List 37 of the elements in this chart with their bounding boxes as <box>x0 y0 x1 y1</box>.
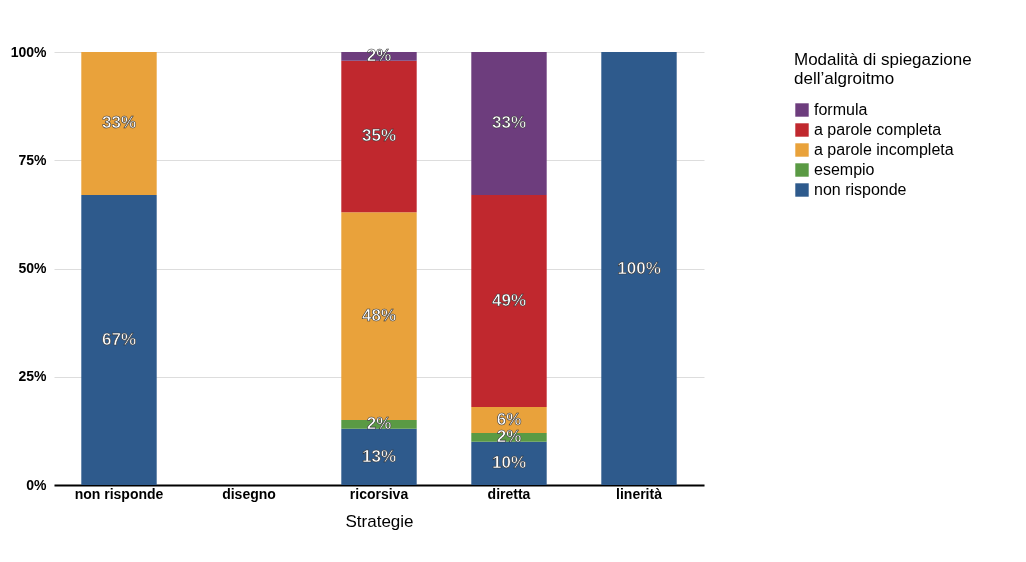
data-label: 35% <box>361 126 397 146</box>
legend-label: a parole completa <box>814 121 942 138</box>
data-label: 48% <box>361 306 397 326</box>
bar <box>601 52 677 485</box>
y-tick-label: 75% <box>18 151 48 168</box>
bar <box>471 52 547 195</box>
data-label: 33% <box>101 113 137 133</box>
bar <box>471 194 547 408</box>
y-tick-label: 0% <box>26 476 48 493</box>
x-tick-label: diretta <box>487 485 531 502</box>
legend-label: a parole incompleta <box>814 141 954 158</box>
data-label: 100% <box>617 258 661 278</box>
data-label: 13% <box>361 446 397 466</box>
y-tick-label: 100% <box>10 43 48 60</box>
bar <box>81 194 157 485</box>
y-tick-label: 50% <box>18 260 48 276</box>
x-tick-label: linerità <box>616 485 663 502</box>
legend-label: esempio <box>814 161 875 178</box>
legend-label: formula <box>814 101 868 118</box>
data-label: 2% <box>366 414 392 434</box>
data-label: 2% <box>366 46 392 66</box>
x-tick-label: ricorsiva <box>349 485 409 502</box>
data-label: 33% <box>491 113 527 133</box>
x-axis-title: Strategie <box>345 511 414 531</box>
bar <box>341 428 417 485</box>
legend-label: non risponde <box>814 181 907 198</box>
x-tick-label: non risponde <box>74 485 164 502</box>
x-tick-label: disegno <box>222 485 276 502</box>
data-label: 10% <box>491 453 527 473</box>
data-label: 2% <box>496 427 522 447</box>
bar <box>341 60 417 213</box>
data-label: 6% <box>496 410 522 430</box>
legend-title: Modalità di spiegazione dell’algroitmo <box>794 50 972 88</box>
y-tick-label: 25% <box>18 368 48 385</box>
data-label: 67% <box>101 329 137 349</box>
bar <box>81 52 157 195</box>
data-label: 49% <box>491 290 527 310</box>
